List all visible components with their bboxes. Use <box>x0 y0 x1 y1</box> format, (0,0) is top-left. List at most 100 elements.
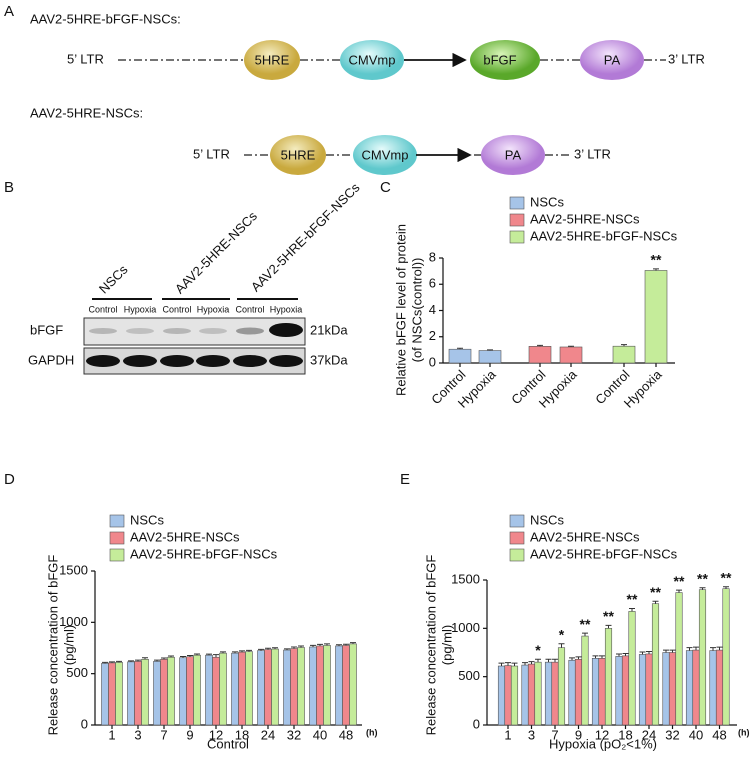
x-tick-label: 40 <box>313 727 327 742</box>
legend-swatch <box>109 548 125 562</box>
error-bar <box>194 653 200 656</box>
construct: AAV2-5HRE-bFGF-NSCs: 5’ LTR 5HRE CMVmp b… <box>30 11 705 80</box>
error-bar <box>128 660 134 662</box>
bar <box>212 656 220 726</box>
element-blob <box>470 40 540 80</box>
y-axis-label: Release concentration of bFGF <box>423 555 438 736</box>
band <box>163 328 191 334</box>
error-bar <box>310 644 316 647</box>
bar <box>528 346 552 364</box>
x-tick-label: 32 <box>665 727 679 742</box>
y-axis-label: (of NSCs(control)) <box>409 258 424 363</box>
bar <box>559 346 583 364</box>
error-bar <box>669 649 676 653</box>
error-bar <box>716 646 723 651</box>
error-bar <box>258 648 264 651</box>
bar <box>167 656 175 726</box>
band <box>196 355 230 367</box>
bar <box>574 658 583 726</box>
error-bar <box>575 656 582 660</box>
western-blot: NSCs AAV2-5HRE-NSCs AAV2-5HRE-bFGF-NSCs … <box>28 180 363 375</box>
y-axis-label: (pg/ml) <box>61 625 76 665</box>
error-bar <box>535 658 541 663</box>
group-label: AAV2-5HRE-NSCs <box>172 208 260 296</box>
bar <box>644 270 668 364</box>
error-bar <box>324 643 330 646</box>
error-bar <box>582 632 588 637</box>
bar <box>283 649 291 726</box>
element-blob <box>340 40 404 80</box>
error-bar <box>629 608 635 612</box>
error-bar <box>646 651 652 654</box>
y-tick-label: 6 <box>429 276 436 291</box>
bar <box>238 651 246 726</box>
error-bar <box>232 651 238 654</box>
y-tick-label: 500 <box>66 665 88 680</box>
x-axis-label: Hypoxia (pO₂<1%) <box>549 736 657 751</box>
x-tick-label: 3 <box>134 727 141 742</box>
bar <box>186 656 194 726</box>
row-label: bFGF <box>30 322 63 337</box>
error-bar <box>457 347 463 350</box>
bar <box>231 652 239 726</box>
error-bar <box>505 662 511 666</box>
x-tick-label: 7 <box>551 727 558 742</box>
bar <box>692 649 700 726</box>
significance: * <box>535 642 541 658</box>
legend-swatch <box>509 514 525 528</box>
error-bar <box>605 624 612 629</box>
band <box>199 328 227 334</box>
x-tick-label: 9 <box>186 727 193 742</box>
y-tick-label: 0 <box>429 354 436 369</box>
element-label: CMVmp <box>362 147 409 162</box>
legend-label: NSCs <box>530 194 564 209</box>
significance: ** <box>580 616 591 632</box>
lane-label: Control <box>88 304 117 314</box>
x-tick-label: 1 <box>108 727 115 742</box>
y-tick-label: 4 <box>429 302 436 317</box>
error-bar <box>298 645 304 648</box>
band <box>160 355 194 367</box>
y-tick-label: 8 <box>429 249 436 264</box>
element-blob <box>244 40 300 80</box>
band <box>89 328 117 334</box>
legend-label: NSCs <box>130 512 164 527</box>
element-blob <box>481 135 545 175</box>
bar <box>685 650 694 726</box>
bar <box>709 650 717 726</box>
error-bar <box>220 651 226 654</box>
bar <box>335 645 343 726</box>
blot-strip <box>83 317 306 346</box>
size-label: 21kDa <box>310 322 348 337</box>
legend-swatch <box>109 531 125 545</box>
x-tick-label: 32 <box>287 727 301 742</box>
significance: ** <box>721 569 732 585</box>
bar <box>309 646 317 726</box>
legend-swatch <box>509 213 525 227</box>
y-tick-label: 0 <box>81 716 88 731</box>
x-tick-label: 12 <box>595 727 609 742</box>
bar <box>205 654 213 726</box>
error-bar <box>206 653 212 656</box>
element-label: 5’ LTR <box>193 146 230 161</box>
band <box>123 355 157 367</box>
error-bar <box>343 643 349 646</box>
x-tick-label: 18 <box>235 727 249 742</box>
legend-label: AAV2-5HRE-bFGF-NSCs <box>530 228 678 243</box>
error-bar <box>180 656 186 658</box>
error-bar <box>487 349 493 351</box>
error-bar <box>498 662 505 667</box>
error-bar <box>528 661 535 665</box>
panel-label: A <box>4 3 14 20</box>
error-bar <box>317 643 323 646</box>
x-tick-label: 40 <box>689 727 703 742</box>
y-tick-label: 1500 <box>451 571 480 586</box>
band <box>233 355 267 367</box>
error-bar <box>161 657 167 660</box>
lane-label: Hypoxia <box>124 304 157 314</box>
error-bar <box>272 647 278 650</box>
error-bar <box>116 660 122 663</box>
bar <box>510 665 519 726</box>
y-tick-label: 1000 <box>451 620 480 635</box>
